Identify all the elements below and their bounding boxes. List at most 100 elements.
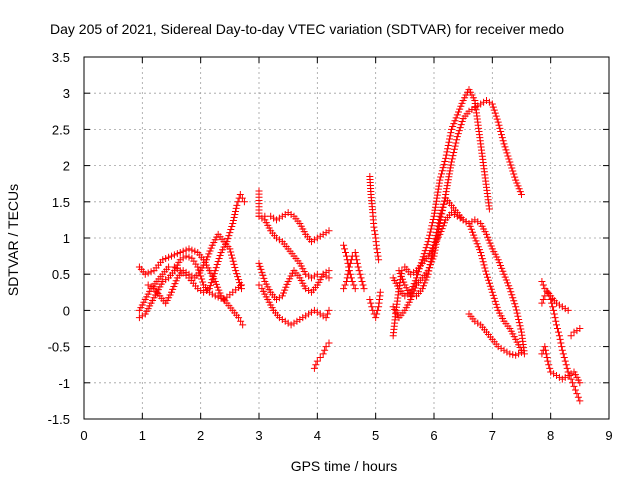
data-point	[483, 230, 490, 238]
data-point	[505, 155, 513, 163]
data-point	[278, 315, 286, 323]
data-point	[429, 248, 437, 256]
data-point	[440, 161, 448, 169]
data-point	[561, 305, 569, 313]
data-point	[451, 142, 459, 150]
data-point	[374, 306, 382, 314]
data-point	[547, 368, 555, 376]
data-point	[368, 303, 376, 311]
data-point	[442, 188, 450, 196]
data-point	[497, 344, 505, 352]
data-point	[513, 179, 521, 187]
data-point	[296, 315, 304, 323]
data-point	[569, 379, 577, 387]
data-point	[502, 146, 510, 154]
data-point	[473, 240, 481, 248]
data-point	[441, 197, 449, 205]
data-point	[302, 312, 310, 320]
data-point	[542, 350, 550, 358]
data-point	[544, 357, 552, 365]
data-point	[370, 223, 378, 231]
series-track-p	[389, 96, 525, 322]
data-point	[230, 260, 238, 268]
data-point	[510, 297, 518, 305]
data-point	[228, 223, 236, 231]
data-point	[491, 109, 499, 117]
data-point	[226, 245, 234, 253]
data-point	[474, 218, 482, 226]
data-point	[225, 232, 233, 240]
data-point	[313, 234, 321, 242]
data-point	[144, 281, 152, 289]
data-point	[275, 314, 283, 322]
data-point	[509, 167, 517, 175]
data-point	[462, 218, 470, 226]
data-point	[168, 252, 175, 260]
data-point	[257, 265, 265, 273]
series-track-l	[366, 172, 383, 264]
data-point	[325, 267, 333, 275]
data-point	[570, 328, 578, 336]
series-track-g	[255, 259, 333, 304]
data-point	[541, 343, 549, 351]
series-track-n	[389, 209, 525, 354]
x-tick-label: 1	[139, 428, 146, 443]
data-point	[410, 268, 418, 276]
data-point	[477, 100, 485, 108]
data-point	[492, 112, 500, 120]
data-point	[429, 244, 437, 252]
data-point	[474, 243, 482, 251]
data-point	[570, 382, 578, 390]
data-point	[231, 207, 239, 215]
x-tick-label: 6	[430, 428, 437, 443]
data-point	[208, 290, 216, 298]
data-point	[354, 263, 362, 271]
data-point	[485, 236, 493, 244]
data-point	[483, 273, 491, 281]
data-point	[282, 283, 290, 291]
data-point	[455, 127, 463, 135]
data-point	[487, 285, 495, 293]
data-point	[563, 364, 571, 372]
data-point	[488, 288, 496, 296]
data-point	[258, 268, 266, 276]
data-point	[448, 125, 455, 133]
data-point	[543, 353, 551, 361]
series-track-v	[567, 325, 584, 340]
y-tick-label: 3.5	[52, 50, 70, 65]
data-point	[168, 288, 175, 296]
data-point	[494, 256, 502, 264]
data-point	[564, 372, 572, 380]
data-point	[487, 242, 495, 250]
data-point	[564, 306, 572, 314]
data-point	[360, 285, 368, 293]
data-point	[179, 267, 187, 275]
data-point	[316, 232, 324, 240]
data-point	[273, 234, 280, 242]
data-point	[347, 274, 355, 282]
data-point	[316, 353, 324, 361]
data-point	[430, 241, 438, 249]
data-point	[479, 258, 487, 266]
data-point	[341, 245, 349, 253]
data-point	[214, 293, 222, 301]
data-point	[325, 274, 333, 282]
data-point	[438, 206, 446, 214]
data-point	[420, 250, 428, 258]
series-track-e	[255, 187, 333, 282]
data-point	[549, 303, 557, 311]
data-point	[376, 288, 384, 296]
data-point	[511, 173, 519, 181]
data-point	[514, 312, 522, 320]
data-point	[182, 246, 190, 254]
data-point	[553, 321, 560, 329]
data-point	[310, 272, 318, 280]
data-point	[182, 252, 190, 260]
data-point	[553, 325, 561, 332]
data-point	[452, 139, 460, 147]
data-point	[567, 332, 575, 340]
data-point	[512, 351, 520, 359]
data-point	[471, 216, 479, 224]
data-point	[456, 105, 464, 113]
data-point	[211, 292, 219, 300]
